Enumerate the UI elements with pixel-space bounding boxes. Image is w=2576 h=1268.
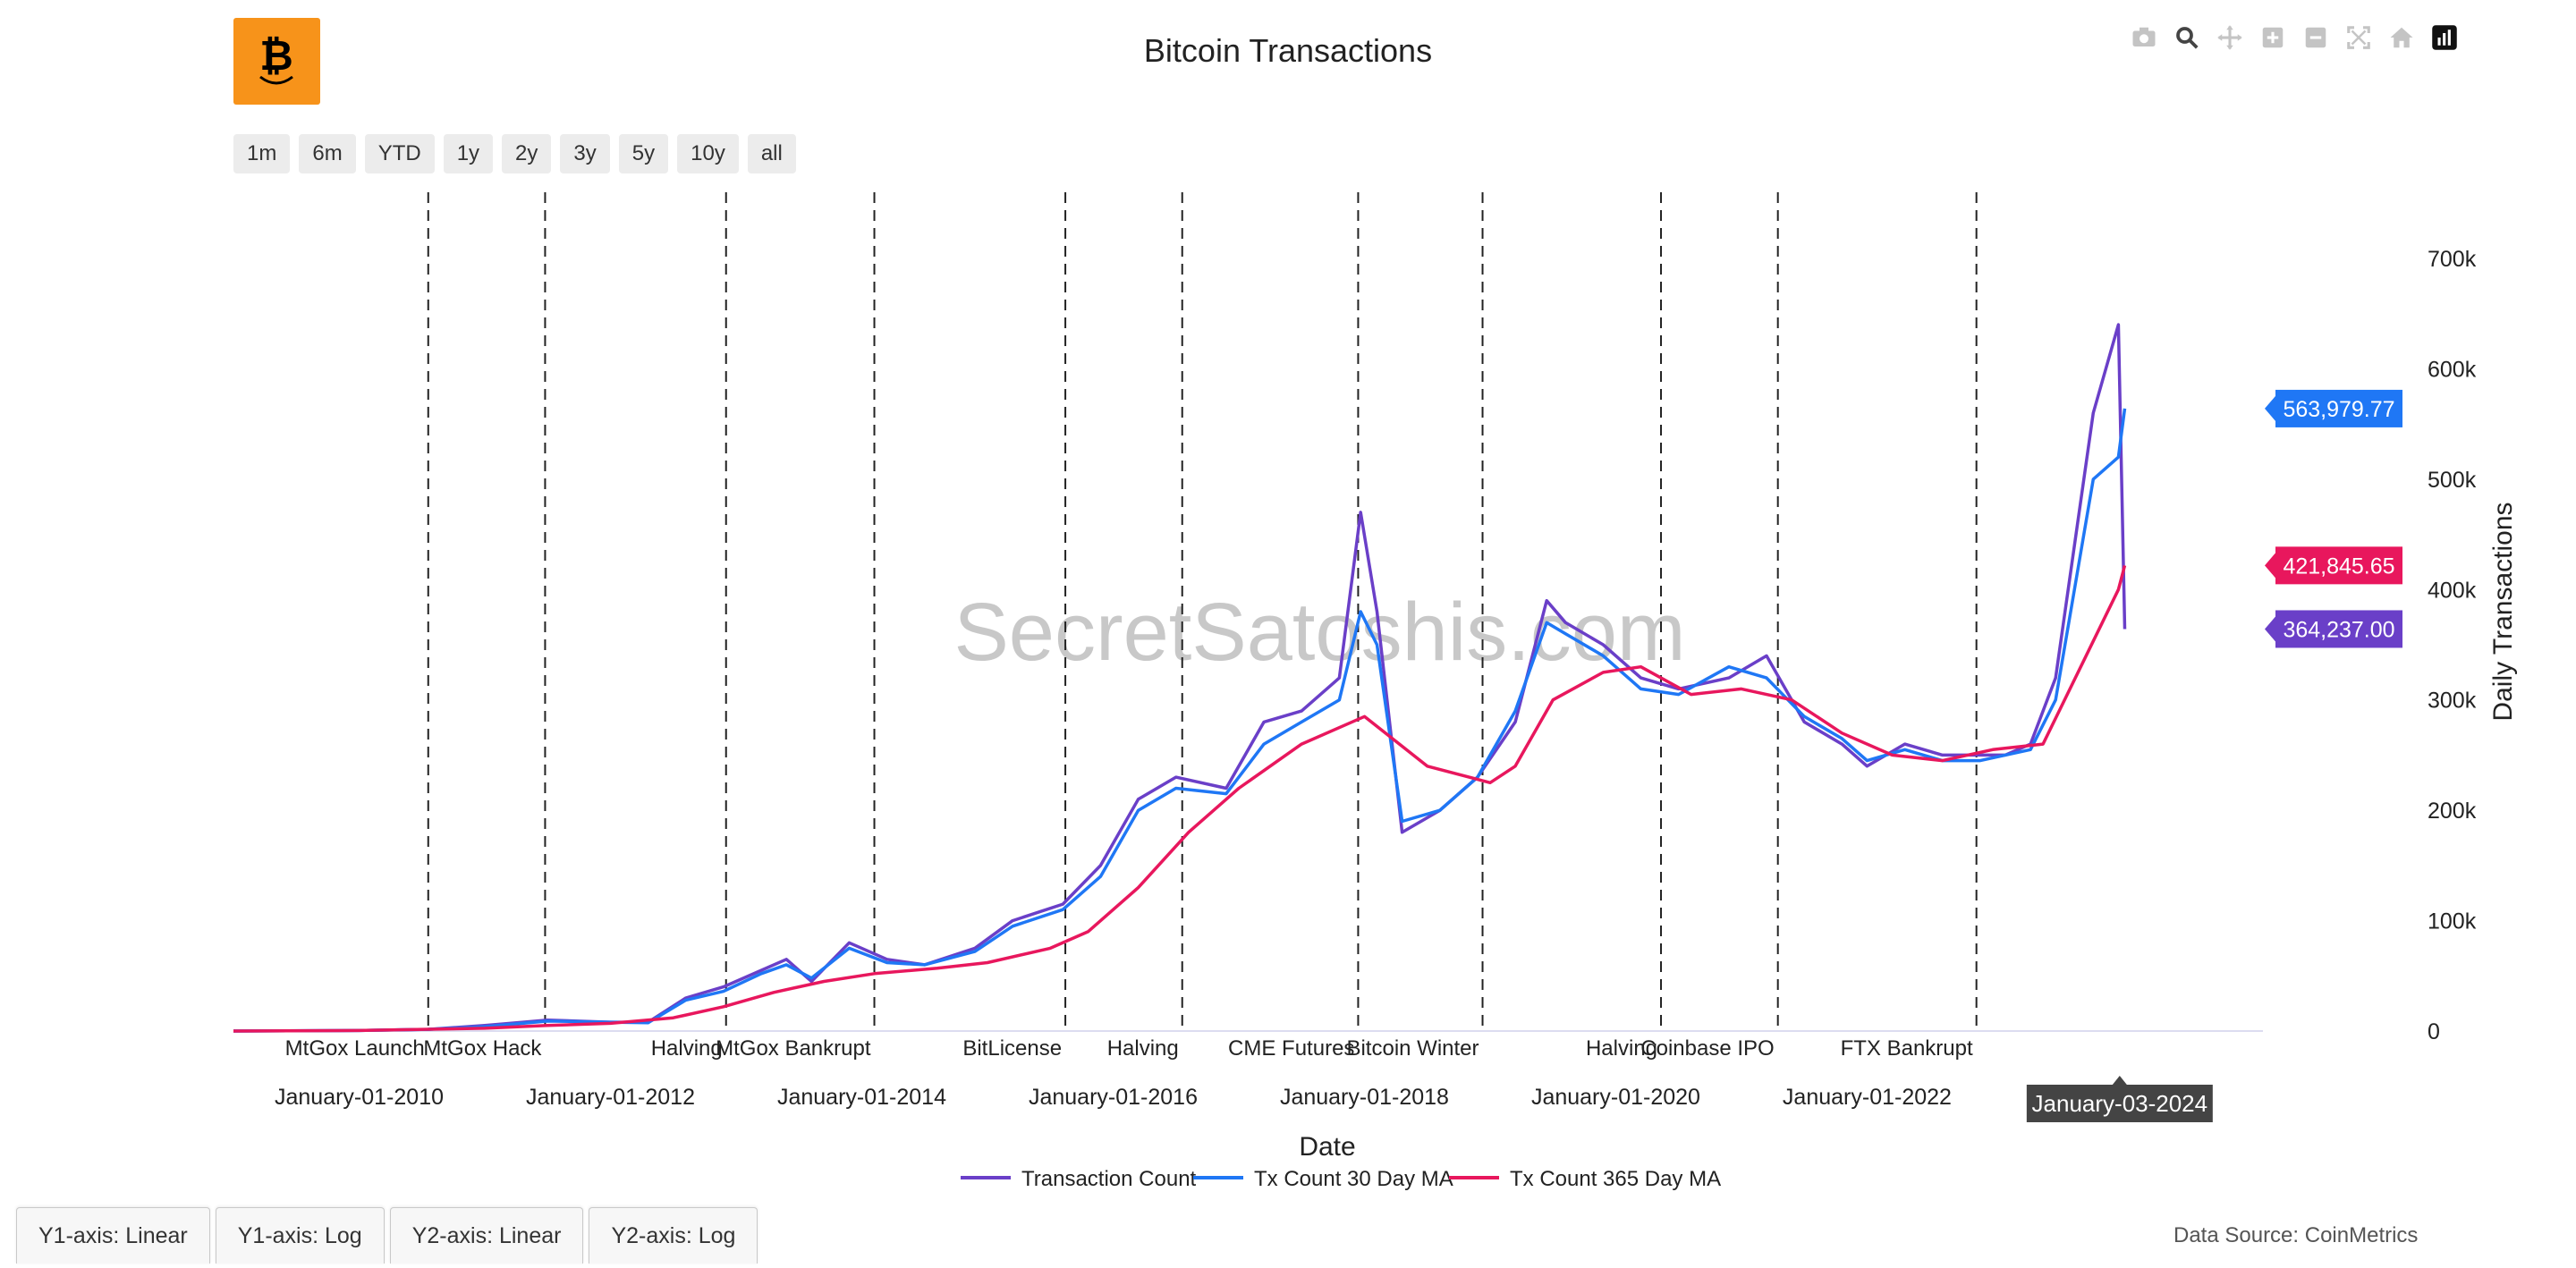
x-tick-label: January-01-2016: [1029, 1085, 1198, 1110]
tx-30-day-ma-value-tag-pointer: [2265, 395, 2275, 421]
hover-date-label: January-03-2024: [2032, 1090, 2208, 1117]
range-button-10y[interactable]: 10y: [677, 134, 739, 173]
range-button-1m[interactable]: 1m: [233, 134, 291, 173]
hover-date-box: [2026, 1085, 2213, 1122]
range-button-3y[interactable]: 3y: [560, 134, 610, 173]
range-button-5y[interactable]: 5y: [618, 134, 669, 173]
event-label: Bitcoin Winter: [1346, 1036, 1479, 1061]
tx-count-value-tag-box: [2275, 610, 2402, 648]
plotly-logo-icon[interactable]: [2429, 22, 2460, 53]
y-tick-label: 700k: [2428, 247, 2477, 272]
zoom-icon[interactable]: [2172, 22, 2202, 53]
axis-tabs: Y1-axis: Linear Y1-axis: Log Y2-axis: Li…: [16, 1207, 758, 1264]
bitcoin-smile-icon: ₿: [259, 32, 293, 85]
legend-tx-365-day-ma: Tx Count 365 Day MA: [1510, 1167, 1721, 1191]
modebar: [2129, 18, 2460, 57]
y-tick-label: 200k: [2428, 799, 2477, 824]
y-tick-label: 400k: [2428, 578, 2477, 603]
tx-30-day-ma-value-tag-box: [2275, 389, 2402, 427]
event-label: Halving: [1586, 1036, 1657, 1061]
x-tick-label: January-01-2018: [1280, 1085, 1449, 1110]
range-selector: 1m 6m YTD 1y 2y 3y 5y 10y all: [233, 134, 796, 173]
tx-365-day-ma-value-tag-pointer: [2265, 553, 2275, 579]
event-label: FTX Bankrupt: [1841, 1036, 1973, 1061]
zoom-out-icon[interactable]: [2301, 22, 2331, 53]
bitcoin-logo: ₿: [233, 18, 320, 105]
range-button-2y[interactable]: 2y: [502, 134, 552, 173]
x-tick-label: January-01-2022: [1783, 1085, 1952, 1110]
event-label: BitLicense: [962, 1036, 1062, 1061]
tx-30-day-ma-value-tag: 563,979.77: [2283, 397, 2394, 422]
pan-icon[interactable]: [2215, 22, 2245, 53]
range-button-ytd[interactable]: YTD: [364, 134, 435, 173]
x-tick-label: January-01-2010: [275, 1085, 444, 1110]
svg-text:₿: ₿: [259, 32, 293, 79]
y-tick-label: 300k: [2428, 689, 2477, 714]
tx-365-day-ma-line: [233, 564, 2127, 1033]
x-axis-title: Date: [1299, 1132, 1355, 1162]
tx-365-day-ma-value-tag: 421,845.65: [2283, 554, 2394, 579]
transaction-count-line: [233, 323, 2127, 1033]
legend-transaction-count: Transaction Count: [1021, 1167, 1197, 1191]
range-button-1y[interactable]: 1y: [443, 134, 494, 173]
zoom-in-icon[interactable]: [2258, 22, 2288, 53]
x-tick-label: January-01-2020: [1531, 1085, 1700, 1110]
range-button-6m[interactable]: 6m: [299, 134, 356, 173]
tab-y1-log[interactable]: Y1-axis: Log: [215, 1207, 385, 1264]
x-tick-label: January-01-2012: [526, 1085, 695, 1110]
reset-axes-icon[interactable]: [2386, 22, 2417, 53]
event-label: MtGox Bankrupt: [716, 1036, 871, 1061]
tab-y2-linear[interactable]: Y2-axis: Linear: [389, 1207, 584, 1264]
y-axis-title: Daily Transactions: [2488, 502, 2518, 721]
watermark: SecretSatoshis.com: [953, 587, 1685, 678]
tab-y2-log[interactable]: Y2-axis: Log: [589, 1207, 758, 1264]
tab-y1-linear[interactable]: Y1-axis: Linear: [16, 1207, 210, 1264]
tx-30-day-ma-line: [233, 408, 2127, 1033]
autoscale-icon[interactable]: [2343, 22, 2374, 53]
event-label: Halving: [1107, 1036, 1179, 1061]
event-label: Coinbase IPO: [1640, 1036, 1774, 1061]
hover-date-pointer: [2112, 1076, 2127, 1085]
x-tick-label: January-01-2014: [777, 1085, 946, 1110]
y-tick-label: 500k: [2428, 468, 2477, 493]
y-tick-label: 100k: [2428, 909, 2477, 934]
legend-tx-30-day-ma: Tx Count 30 Day MA: [1254, 1167, 1453, 1191]
event-label: MtGox Launch: [285, 1036, 425, 1061]
range-button-all[interactable]: all: [747, 134, 796, 173]
tx-count-value-tag-pointer: [2265, 616, 2275, 642]
y-tick-label: 600k: [2428, 357, 2477, 382]
camera-icon[interactable]: [2129, 22, 2159, 53]
event-label: Halving: [651, 1036, 723, 1061]
event-label: CME Futures: [1228, 1036, 1354, 1061]
chart-title: Bitcoin Transactions: [1143, 32, 1433, 69]
data-source: Data Source: CoinMetrics: [2174, 1223, 2419, 1247]
event-label: MtGox Hack: [423, 1036, 542, 1061]
tx-count-value-tag: 364,237.00: [2283, 617, 2394, 642]
tx-365-day-ma-value-tag-box: [2275, 546, 2402, 585]
y-tick-label: 0: [2428, 1019, 2440, 1044]
